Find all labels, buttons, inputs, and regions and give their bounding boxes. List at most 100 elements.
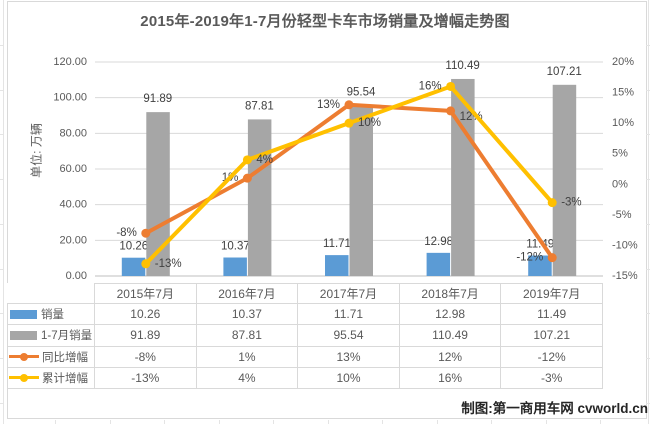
sheet-gridline-notch bbox=[0, 223, 4, 225]
bar-sales bbox=[223, 257, 247, 276]
legend-label: 销量 bbox=[41, 309, 64, 322]
sheet-gridline-notch bbox=[646, 402, 650, 404]
sheet-gridline-notch bbox=[0, 402, 4, 404]
table-header-cell: 2019年7月 bbox=[501, 283, 603, 305]
right-axis-tick-label: -15% bbox=[612, 270, 638, 282]
table-value-cell: 107.21 bbox=[501, 325, 603, 347]
bar-value-label: 91.89 bbox=[143, 93, 172, 105]
right-axis-tick-label: 15% bbox=[612, 87, 634, 99]
table-value-cell: 10.37 bbox=[196, 304, 299, 326]
table-value-cell: 95.54 bbox=[298, 325, 400, 347]
right-axis-tick-label: 20% bbox=[612, 56, 634, 68]
table-header-cell: 2018年7月 bbox=[399, 283, 502, 305]
sheet-gridline-notch bbox=[646, 357, 650, 359]
sheet-gridline-right bbox=[648, 0, 649, 424]
line-point-marker bbox=[547, 253, 557, 263]
bar-cumulative-sales bbox=[146, 112, 170, 276]
sheet-gridline-notch bbox=[646, 45, 650, 46]
line-value-label: -8% bbox=[116, 227, 136, 239]
table-legend-cell: 累计增幅 bbox=[7, 367, 95, 389]
sheet-gridline-notch bbox=[491, 420, 492, 424]
data-table: 2015年7月 2016年7月 2017年7月 2018年7月 2019年7月销量 10.… bbox=[7, 283, 603, 389]
line-point-marker bbox=[141, 228, 151, 238]
line-point-marker bbox=[242, 173, 252, 183]
sheet-gridline-notch bbox=[327, 420, 329, 424]
sheet-gridline-notch bbox=[164, 420, 165, 424]
table-value-cell: -13% bbox=[95, 367, 197, 389]
sheet-gridline-notch bbox=[0, 134, 4, 136]
table-value-cell: 10% bbox=[298, 367, 400, 389]
left-axis-tick-label: 60.00 bbox=[59, 163, 87, 175]
sheet-gridline-notch bbox=[646, 89, 650, 91]
right-axis-tick-label: 10% bbox=[612, 117, 634, 129]
bar-sales bbox=[121, 257, 146, 276]
legend-bar-swatch bbox=[10, 330, 37, 340]
line-value-label: 16% bbox=[419, 80, 442, 92]
table-value-cell: 4% bbox=[196, 367, 299, 389]
sheet-gridline-notch bbox=[109, 420, 111, 424]
table-header-cell: 2017年7月 bbox=[298, 283, 400, 305]
bar-cumulative-sales bbox=[552, 84, 577, 276]
left-axis-tick-label: 0.00 bbox=[66, 270, 87, 282]
sheet-gridline-notch bbox=[0, 313, 4, 315]
line-value-label: -12% bbox=[516, 252, 543, 264]
sheet-gridline-notch bbox=[0, 357, 4, 359]
left-axis-tick-label: 20.00 bbox=[59, 234, 87, 246]
left-axis-tick-label: 100.00 bbox=[53, 92, 87, 104]
line-point-marker bbox=[344, 118, 354, 128]
table-header-cell: 2015年7月 bbox=[95, 283, 197, 305]
left-axis-tick-label: 120.00 bbox=[53, 56, 87, 68]
table-value-cell: -3% bbox=[501, 367, 603, 389]
credit-text: 制图:第一商用车网 cvworld.cn bbox=[461, 401, 648, 416]
bar-value-label: 12.98 bbox=[424, 236, 453, 248]
left-axis-tick-label: 40.00 bbox=[59, 199, 87, 211]
chart-title: 2015年-2019年1-7月份轻型卡车市场销量及增幅走势图 bbox=[140, 13, 510, 30]
sheet-gridline-notch bbox=[0, 179, 4, 181]
sheet-gridline-notch bbox=[646, 313, 650, 315]
left-axis-tick-label: 80.00 bbox=[59, 127, 87, 139]
bar-value-label: 87.81 bbox=[245, 100, 274, 112]
table-value-cell: 87.81 bbox=[196, 325, 299, 347]
legend-line-swatch bbox=[9, 373, 39, 382]
sheet-gridline-notch bbox=[218, 420, 220, 424]
sheet-gridline-notch bbox=[273, 420, 274, 424]
table-value-cell: 16% bbox=[399, 367, 502, 389]
table-value-cell: 1% bbox=[196, 346, 299, 368]
bar-value-label: 10.37 bbox=[221, 241, 250, 253]
table-value-cell: 13% bbox=[298, 346, 400, 368]
table-value-cell: 12.98 bbox=[399, 304, 502, 326]
legend-label: 累计增幅 bbox=[42, 372, 88, 385]
sheet-gridline-notch bbox=[382, 420, 383, 424]
table-value-cell: -12% bbox=[501, 346, 603, 368]
right-axis-tick-label: 5% bbox=[612, 148, 628, 160]
table-value-cell: 11.71 bbox=[298, 304, 400, 326]
legend-bar-swatch bbox=[10, 309, 37, 319]
sheet-gridline-notch bbox=[646, 268, 650, 270]
bar-value-label: 110.49 bbox=[445, 60, 479, 72]
sheet-gridline-notch bbox=[55, 420, 56, 424]
table-header-cell: 2016年7月 bbox=[196, 283, 299, 305]
sheet-gridline-notch bbox=[646, 134, 650, 136]
line-yoy-growth bbox=[143, 102, 555, 260]
legend-line-swatch bbox=[9, 352, 39, 361]
bar-value-label: 10.26 bbox=[119, 241, 148, 253]
bar-sales bbox=[426, 252, 451, 276]
right-axis-tick-label: -5% bbox=[612, 209, 632, 221]
legend-label: 同比增幅 bbox=[42, 351, 88, 364]
legend-label: 1-7月销量 bbox=[41, 330, 93, 343]
right-axis-tick-label: 0% bbox=[612, 178, 628, 190]
table-value-cell: 12% bbox=[399, 346, 502, 368]
sheet-gridline-notch bbox=[436, 420, 438, 424]
table-legend-cell: 同比增幅 bbox=[7, 346, 95, 368]
table-value-cell: 10.26 bbox=[95, 304, 197, 326]
bar-sales bbox=[528, 255, 552, 276]
sheet-gridline-notch bbox=[0, 268, 4, 270]
bar-value-label: 107.21 bbox=[547, 66, 582, 78]
bar-value-label: 11.71 bbox=[323, 238, 351, 250]
line-point-marker bbox=[547, 198, 557, 208]
table-corner-cell bbox=[7, 283, 95, 305]
sheet-gridline-notch bbox=[600, 420, 601, 424]
table-value-cell: 91.89 bbox=[95, 325, 197, 347]
